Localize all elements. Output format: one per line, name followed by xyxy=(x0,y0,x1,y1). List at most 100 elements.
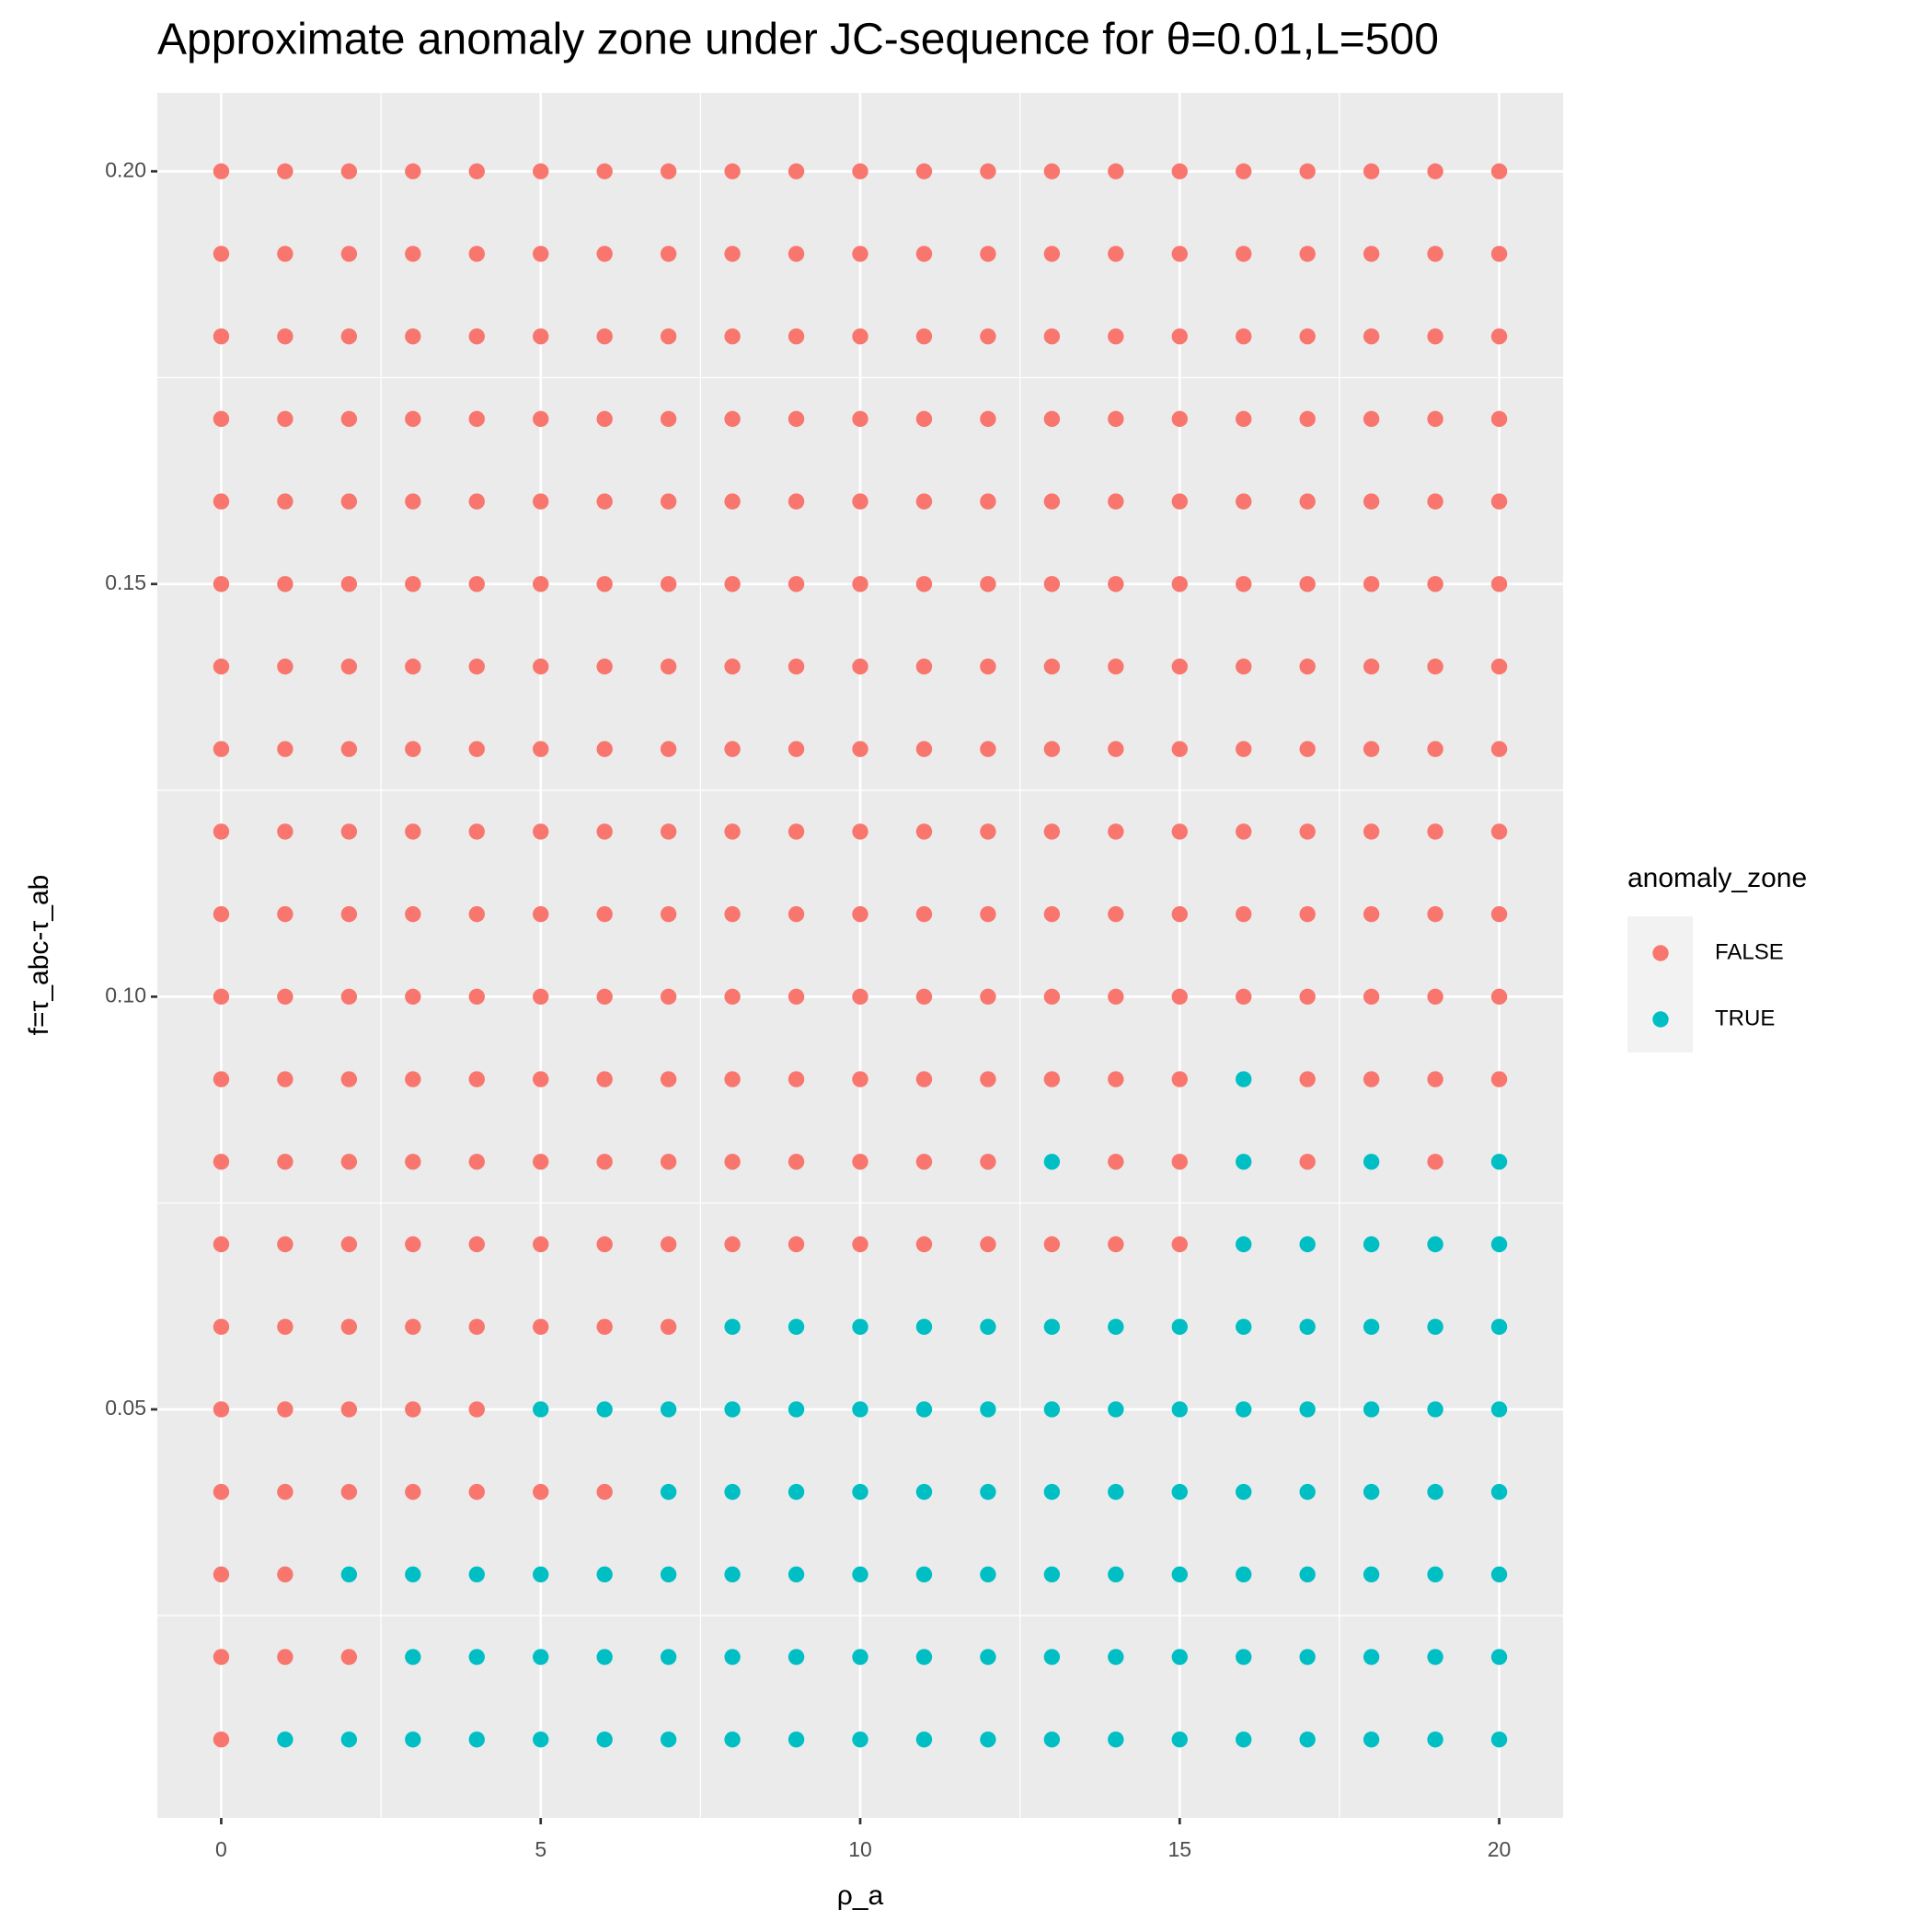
point xyxy=(533,741,549,757)
point xyxy=(788,1071,805,1087)
point xyxy=(468,1154,485,1170)
point xyxy=(277,1154,293,1170)
point xyxy=(1043,328,1061,345)
point xyxy=(660,823,677,840)
point xyxy=(277,1731,293,1748)
point xyxy=(1427,1236,1443,1253)
point xyxy=(1363,988,1380,1006)
point xyxy=(788,1154,805,1170)
point xyxy=(660,1483,677,1501)
point xyxy=(660,163,677,179)
point xyxy=(915,1236,933,1253)
point xyxy=(1171,1649,1188,1665)
point xyxy=(788,410,805,428)
point xyxy=(596,1649,613,1665)
point xyxy=(213,410,230,428)
point xyxy=(1427,1483,1443,1501)
point xyxy=(915,741,933,757)
point xyxy=(788,1401,805,1418)
point xyxy=(1236,163,1252,179)
point xyxy=(596,823,613,840)
point xyxy=(533,246,549,262)
point xyxy=(1108,741,1124,757)
point xyxy=(724,410,741,428)
point xyxy=(724,823,741,840)
point xyxy=(340,741,358,757)
point xyxy=(980,246,996,262)
point xyxy=(277,905,293,923)
point xyxy=(1108,1731,1124,1748)
point xyxy=(788,163,805,179)
point xyxy=(1171,1483,1188,1501)
point xyxy=(1108,1154,1124,1170)
point xyxy=(660,576,677,592)
point xyxy=(1236,1154,1252,1170)
point xyxy=(1043,1483,1061,1501)
point xyxy=(340,493,358,510)
point xyxy=(788,246,805,262)
point xyxy=(852,1566,868,1583)
point xyxy=(405,1318,421,1335)
point xyxy=(533,823,549,840)
point xyxy=(596,576,613,592)
point xyxy=(788,823,805,840)
point xyxy=(1043,1071,1061,1087)
point xyxy=(533,1566,549,1583)
point xyxy=(596,1071,613,1087)
point xyxy=(405,823,421,840)
point xyxy=(1236,1236,1252,1253)
point xyxy=(915,1649,933,1665)
point xyxy=(1299,1401,1316,1418)
point xyxy=(1108,163,1124,179)
point xyxy=(852,1483,868,1501)
point xyxy=(1108,1071,1124,1087)
point xyxy=(596,328,613,345)
point xyxy=(1236,905,1252,923)
point xyxy=(1490,576,1508,592)
point xyxy=(1043,163,1061,179)
point xyxy=(915,1318,933,1335)
point xyxy=(1490,163,1508,179)
point xyxy=(915,1154,933,1170)
point xyxy=(277,246,293,262)
point xyxy=(277,988,293,1006)
point xyxy=(1490,1566,1508,1583)
point xyxy=(724,988,741,1006)
point xyxy=(660,246,677,262)
point xyxy=(915,328,933,345)
point xyxy=(1043,576,1061,592)
point xyxy=(533,905,549,923)
point xyxy=(724,576,741,592)
point xyxy=(340,1483,358,1501)
point xyxy=(660,328,677,345)
point xyxy=(405,658,421,675)
point xyxy=(660,410,677,428)
point xyxy=(724,1154,741,1170)
point xyxy=(788,1236,805,1253)
point xyxy=(1427,988,1443,1006)
point xyxy=(852,1318,868,1335)
point xyxy=(1490,905,1508,923)
point xyxy=(1490,1154,1508,1170)
point xyxy=(277,576,293,592)
point xyxy=(660,741,677,757)
point xyxy=(724,658,741,675)
point xyxy=(1043,1649,1061,1665)
point xyxy=(724,493,741,510)
point xyxy=(1363,163,1380,179)
legend-label: TRUE xyxy=(1715,1006,1775,1030)
point xyxy=(1490,410,1508,428)
point xyxy=(660,1649,677,1665)
point xyxy=(1236,1649,1252,1665)
point xyxy=(533,410,549,428)
point xyxy=(468,1483,485,1501)
point xyxy=(980,988,996,1006)
point xyxy=(1043,741,1061,757)
point xyxy=(660,493,677,510)
point xyxy=(724,1649,741,1665)
point xyxy=(468,576,485,592)
point xyxy=(596,1154,613,1170)
point xyxy=(1236,328,1252,345)
point xyxy=(468,905,485,923)
point xyxy=(1108,1318,1124,1335)
